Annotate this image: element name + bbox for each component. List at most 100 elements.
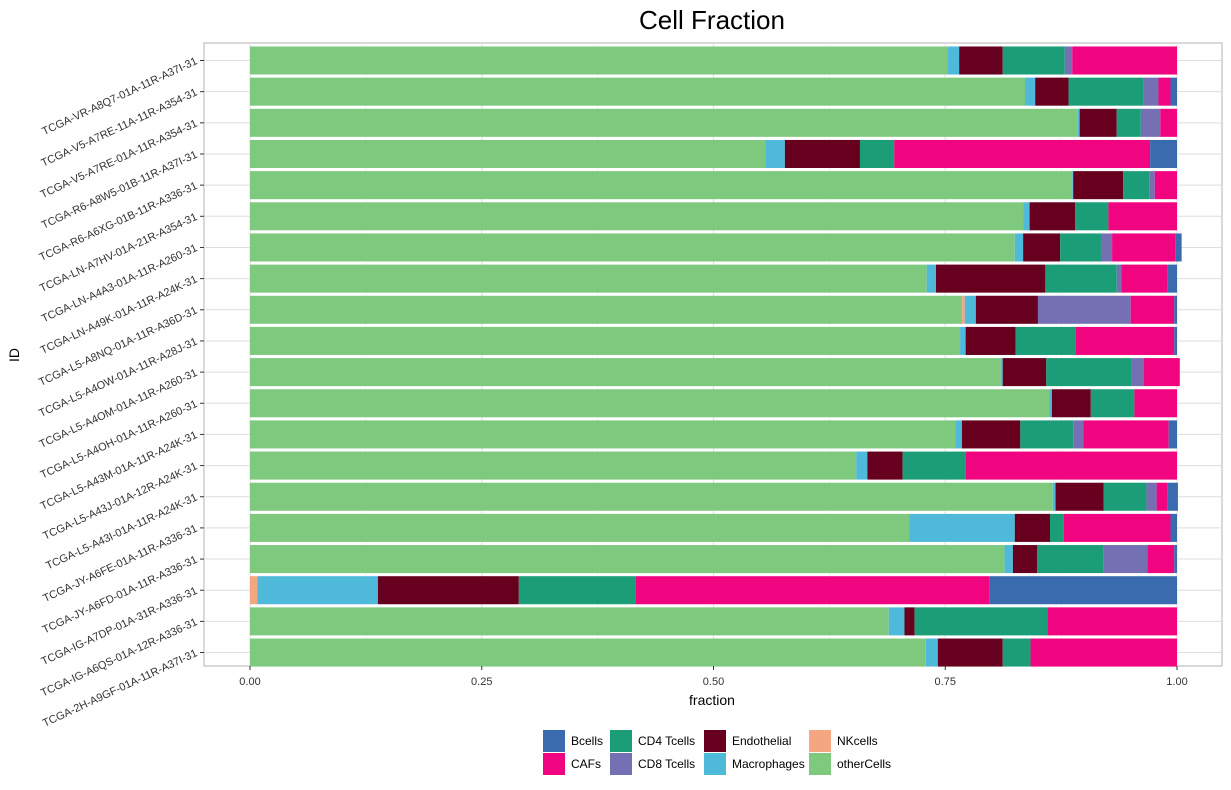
bar-segment-othercells — [250, 513, 910, 542]
bar-segment-cafs — [1160, 108, 1177, 137]
bar-segment-macrophages — [964, 295, 976, 324]
bar-row — [250, 295, 1177, 324]
bar-row — [250, 326, 1177, 355]
bar-segment-othercells — [250, 77, 1025, 106]
bar-segment-bcells — [1168, 420, 1177, 449]
bar-segment-cd4-tcells — [1116, 108, 1141, 137]
bar-segment-cd4-tcells — [1090, 389, 1135, 418]
bar-segment-macrophages — [1014, 233, 1024, 262]
x-axis-ticks: 0.00 0.25 0.50 0.75 1.00 — [239, 666, 1188, 688]
bar-segment-othercells — [250, 451, 857, 480]
bar-row — [250, 202, 1177, 231]
bar-segment-macrophages — [960, 326, 966, 355]
bar-segment-othercells — [250, 389, 1050, 418]
bar-segment-cd4-tcells — [518, 576, 636, 605]
bar-segment-cd8-tcells — [1143, 77, 1159, 106]
bar-row — [250, 451, 1177, 480]
bar-segment-cd4-tcells — [1060, 233, 1101, 262]
bar-segment-endothelial — [904, 607, 915, 636]
bar-segment-cd8-tcells — [1073, 420, 1084, 449]
bar-segment-macrophages — [856, 451, 868, 480]
bar-segment-macrophages — [1024, 77, 1036, 106]
bar-segment-bcells — [1150, 139, 1177, 169]
bar-segment-cd4-tcells — [1068, 77, 1144, 106]
bar-segment-endothelial — [1023, 233, 1061, 262]
bar-segment-cd4-tcells — [1075, 202, 1109, 231]
bar-segment-othercells — [250, 326, 961, 355]
bar-segment-cd4-tcells — [1046, 358, 1132, 387]
bar-segment-othercells — [250, 264, 927, 293]
bar-row — [250, 233, 1182, 262]
legend-label-nkcells: NKcells — [837, 734, 878, 748]
x-axis-title: fraction — [689, 692, 735, 708]
x-tick-label: 0.25 — [471, 676, 492, 688]
bar-segment-cafs — [635, 576, 990, 605]
bar-segment-endothelial — [1051, 389, 1091, 418]
legend-swatch-bcells — [543, 730, 565, 752]
bar-row — [250, 358, 1180, 387]
bar-segment-othercells — [250, 295, 962, 324]
bar-segment-cafs — [894, 139, 1151, 169]
bar-segment-othercells — [250, 638, 926, 667]
bar-segment-cd4-tcells — [1020, 420, 1074, 449]
legend-swatch-othercells — [809, 753, 831, 775]
legend-swatch-nkcells — [809, 730, 831, 752]
bar-segment-macrophages — [925, 638, 938, 667]
bar-segment-macrophages — [955, 420, 962, 449]
bar-segment-cafs — [1158, 77, 1171, 106]
bar-segment-endothelial — [1035, 77, 1069, 106]
bar-segment-cafs — [1134, 389, 1177, 418]
bar-segment-othercells — [250, 171, 1073, 200]
bar-segment-endothelial — [867, 451, 903, 480]
bar-row — [250, 607, 1177, 636]
bar-segment-cafs — [1030, 638, 1177, 667]
chart-title: Cell Fraction — [639, 5, 785, 35]
bar-segment-cafs — [1154, 171, 1177, 200]
bar-segment-othercells — [250, 607, 889, 636]
bar-segment-bcells — [1167, 482, 1178, 511]
bar-segment-endothelial — [1014, 513, 1051, 542]
bar-segment-macrophages — [1072, 171, 1074, 200]
bar-row — [250, 139, 1177, 169]
bar-segment-endothelial — [965, 326, 1016, 355]
bar-segment-macrophages — [1000, 358, 1003, 387]
bar-segment-endothelial — [961, 420, 1021, 449]
bar-segment-cd8-tcells — [1037, 295, 1131, 324]
bar-segment-bcells — [1170, 513, 1177, 542]
bar-row — [250, 420, 1177, 449]
bar-row — [250, 545, 1177, 574]
bar-segment-endothelial — [1073, 171, 1124, 200]
bar-segment-bcells — [1174, 545, 1177, 574]
x-tick-label: 0.75 — [935, 676, 956, 688]
bar-segment-macrophages — [888, 607, 905, 636]
bar-segment-cd4-tcells — [1123, 171, 1150, 200]
bar-segment-endothelial — [975, 295, 1038, 324]
bar-segment-nkcells — [250, 576, 258, 605]
bar-segment-cafs — [1108, 202, 1177, 231]
bar-segment-endothelial — [784, 139, 860, 169]
bar-row — [250, 77, 1177, 106]
bar-segment-endothelial — [377, 576, 519, 605]
bar-segment-cafs — [1130, 295, 1175, 324]
bar-segment-cd8-tcells — [1064, 46, 1073, 75]
legend: Bcells CAFs CD4 Tcells CD8 Tcells Endothelia… — [543, 730, 891, 775]
bar-segment-cd4-tcells — [1002, 638, 1031, 667]
bar-segment-cafs — [1112, 233, 1176, 262]
bar-segment-endothelial — [1012, 545, 1038, 574]
bar-segment-othercells — [250, 233, 1015, 262]
bar-segment-othercells — [250, 46, 949, 75]
x-tick-label: 0.50 — [703, 676, 724, 688]
legend-swatch-cafs — [543, 753, 565, 775]
bar-segment-cd8-tcells — [1149, 171, 1155, 200]
bar-row — [250, 46, 1177, 75]
legend-label-endothelial: Endothelial — [732, 734, 791, 748]
bar-segment-macrophages — [765, 139, 785, 169]
bar-segment-macrophages — [926, 264, 936, 293]
x-tick-label: 1.00 — [1166, 676, 1187, 688]
bar-segment-othercells — [250, 545, 1005, 574]
legend-swatch-macrophages — [704, 753, 726, 775]
legend-swatch-cd4-tcells — [610, 730, 632, 752]
bar-segment-cafs — [1047, 607, 1177, 636]
bar-segment-nkcells — [961, 295, 965, 324]
